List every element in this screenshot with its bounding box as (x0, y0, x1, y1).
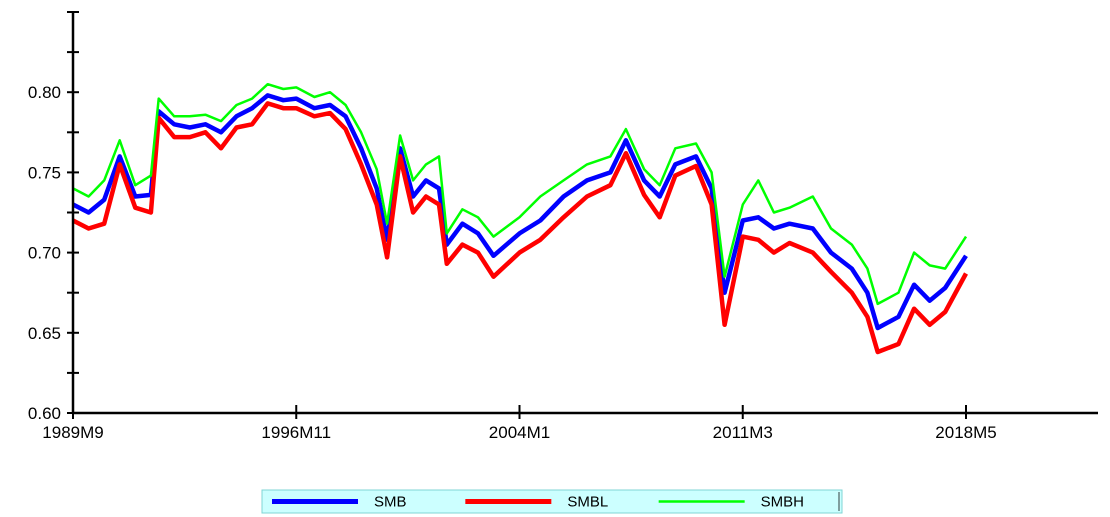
y-tick-label: 0.60 (28, 404, 61, 423)
y-tick-label: 0.70 (28, 244, 61, 263)
series-line-smb (71, 93, 968, 331)
x-tick-label: 1989M9 (42, 423, 103, 442)
x-tick-label: 2011M3 (713, 423, 773, 442)
y-tick-label: 0.75 (28, 163, 61, 182)
legend-label-smbl: SMBL (567, 494, 608, 511)
legend-label-smb: SMB (374, 494, 407, 511)
x-tick-label: 1996M11 (261, 423, 331, 442)
series-line-smbh (72, 82, 968, 306)
series-line-smbl (71, 101, 968, 355)
x-tick-label: 2018M5 (935, 423, 996, 442)
y-tick-label: 0.80 (28, 83, 61, 102)
y-tick-label: 0.65 (28, 324, 61, 343)
legend-box (261, 489, 843, 514)
legend: SMB SMBL SMBH (261, 489, 843, 514)
x-tick-label: 2004M1 (489, 423, 550, 442)
series-layer (71, 82, 968, 355)
legend-label-smbh: SMBH (761, 494, 804, 511)
axes: 0.60 0.65 0.70 0.75 0.80 1989M9 1996M11 2004M1 2… (28, 11, 1098, 442)
